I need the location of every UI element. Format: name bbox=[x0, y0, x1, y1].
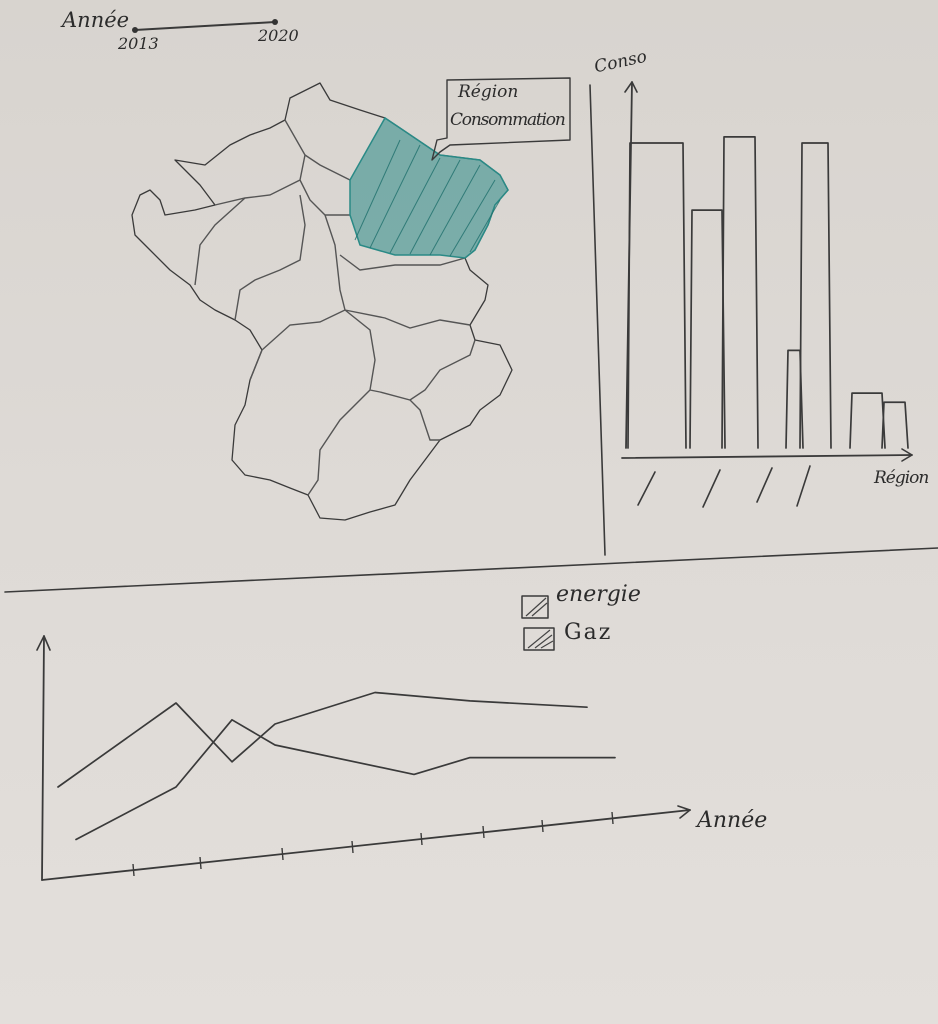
line-x-ticks bbox=[132, 811, 614, 877]
line-series-1[interactable] bbox=[57, 691, 588, 788]
legend-label-gaz: Gaz bbox=[564, 620, 613, 645]
tooltip-line2: Consommation bbox=[450, 110, 566, 130]
region-hatching bbox=[354, 139, 501, 257]
bar[interactable] bbox=[849, 392, 886, 449]
slider-track bbox=[134, 21, 276, 31]
year-slider-start: 2013 bbox=[118, 34, 159, 53]
bar[interactable] bbox=[799, 142, 832, 449]
bar-tick-label bbox=[756, 467, 773, 503]
map-regions bbox=[194, 119, 476, 496]
france-map bbox=[131, 82, 513, 521]
tooltip-line1: Région bbox=[458, 82, 519, 102]
bar[interactable] bbox=[881, 401, 909, 449]
slider-handle-start[interactable] bbox=[132, 27, 138, 33]
bar-xlabel: Région bbox=[874, 468, 929, 488]
bar-chart-bars bbox=[627, 136, 909, 449]
year-slider[interactable] bbox=[132, 19, 278, 33]
year-slider-end: 2020 bbox=[258, 26, 299, 45]
slider-handle-end[interactable] bbox=[272, 19, 278, 25]
bar-tick-label bbox=[796, 465, 811, 507]
year-slider-label: Année bbox=[62, 8, 130, 32]
legend-label-energie: energie bbox=[556, 582, 641, 607]
map-outline bbox=[131, 82, 513, 521]
bar[interactable] bbox=[785, 349, 804, 449]
bar-tick-label bbox=[702, 469, 721, 508]
bar-x-axis bbox=[621, 454, 913, 459]
legend-swatch-gaz bbox=[523, 627, 555, 651]
line-legend-swatches bbox=[521, 595, 555, 651]
bar[interactable] bbox=[721, 136, 759, 449]
legend-swatch-energie bbox=[521, 595, 549, 619]
bar-chart-axes bbox=[621, 81, 913, 508]
line-chart-axes bbox=[36, 635, 691, 881]
line-xlabel: Année bbox=[697, 808, 768, 833]
bar-tick-label bbox=[637, 471, 656, 506]
line-x-axis bbox=[41, 809, 691, 881]
bar[interactable] bbox=[627, 142, 687, 449]
map-tooltip bbox=[431, 77, 571, 161]
line-y-axis bbox=[41, 635, 45, 881]
vertical-divider bbox=[589, 84, 606, 556]
line-chart-series bbox=[57, 691, 616, 841]
horizontal-divider bbox=[4, 547, 938, 593]
highlighted-region[interactable] bbox=[349, 116, 509, 259]
line-series-2[interactable] bbox=[75, 718, 616, 841]
bar[interactable] bbox=[689, 209, 726, 449]
